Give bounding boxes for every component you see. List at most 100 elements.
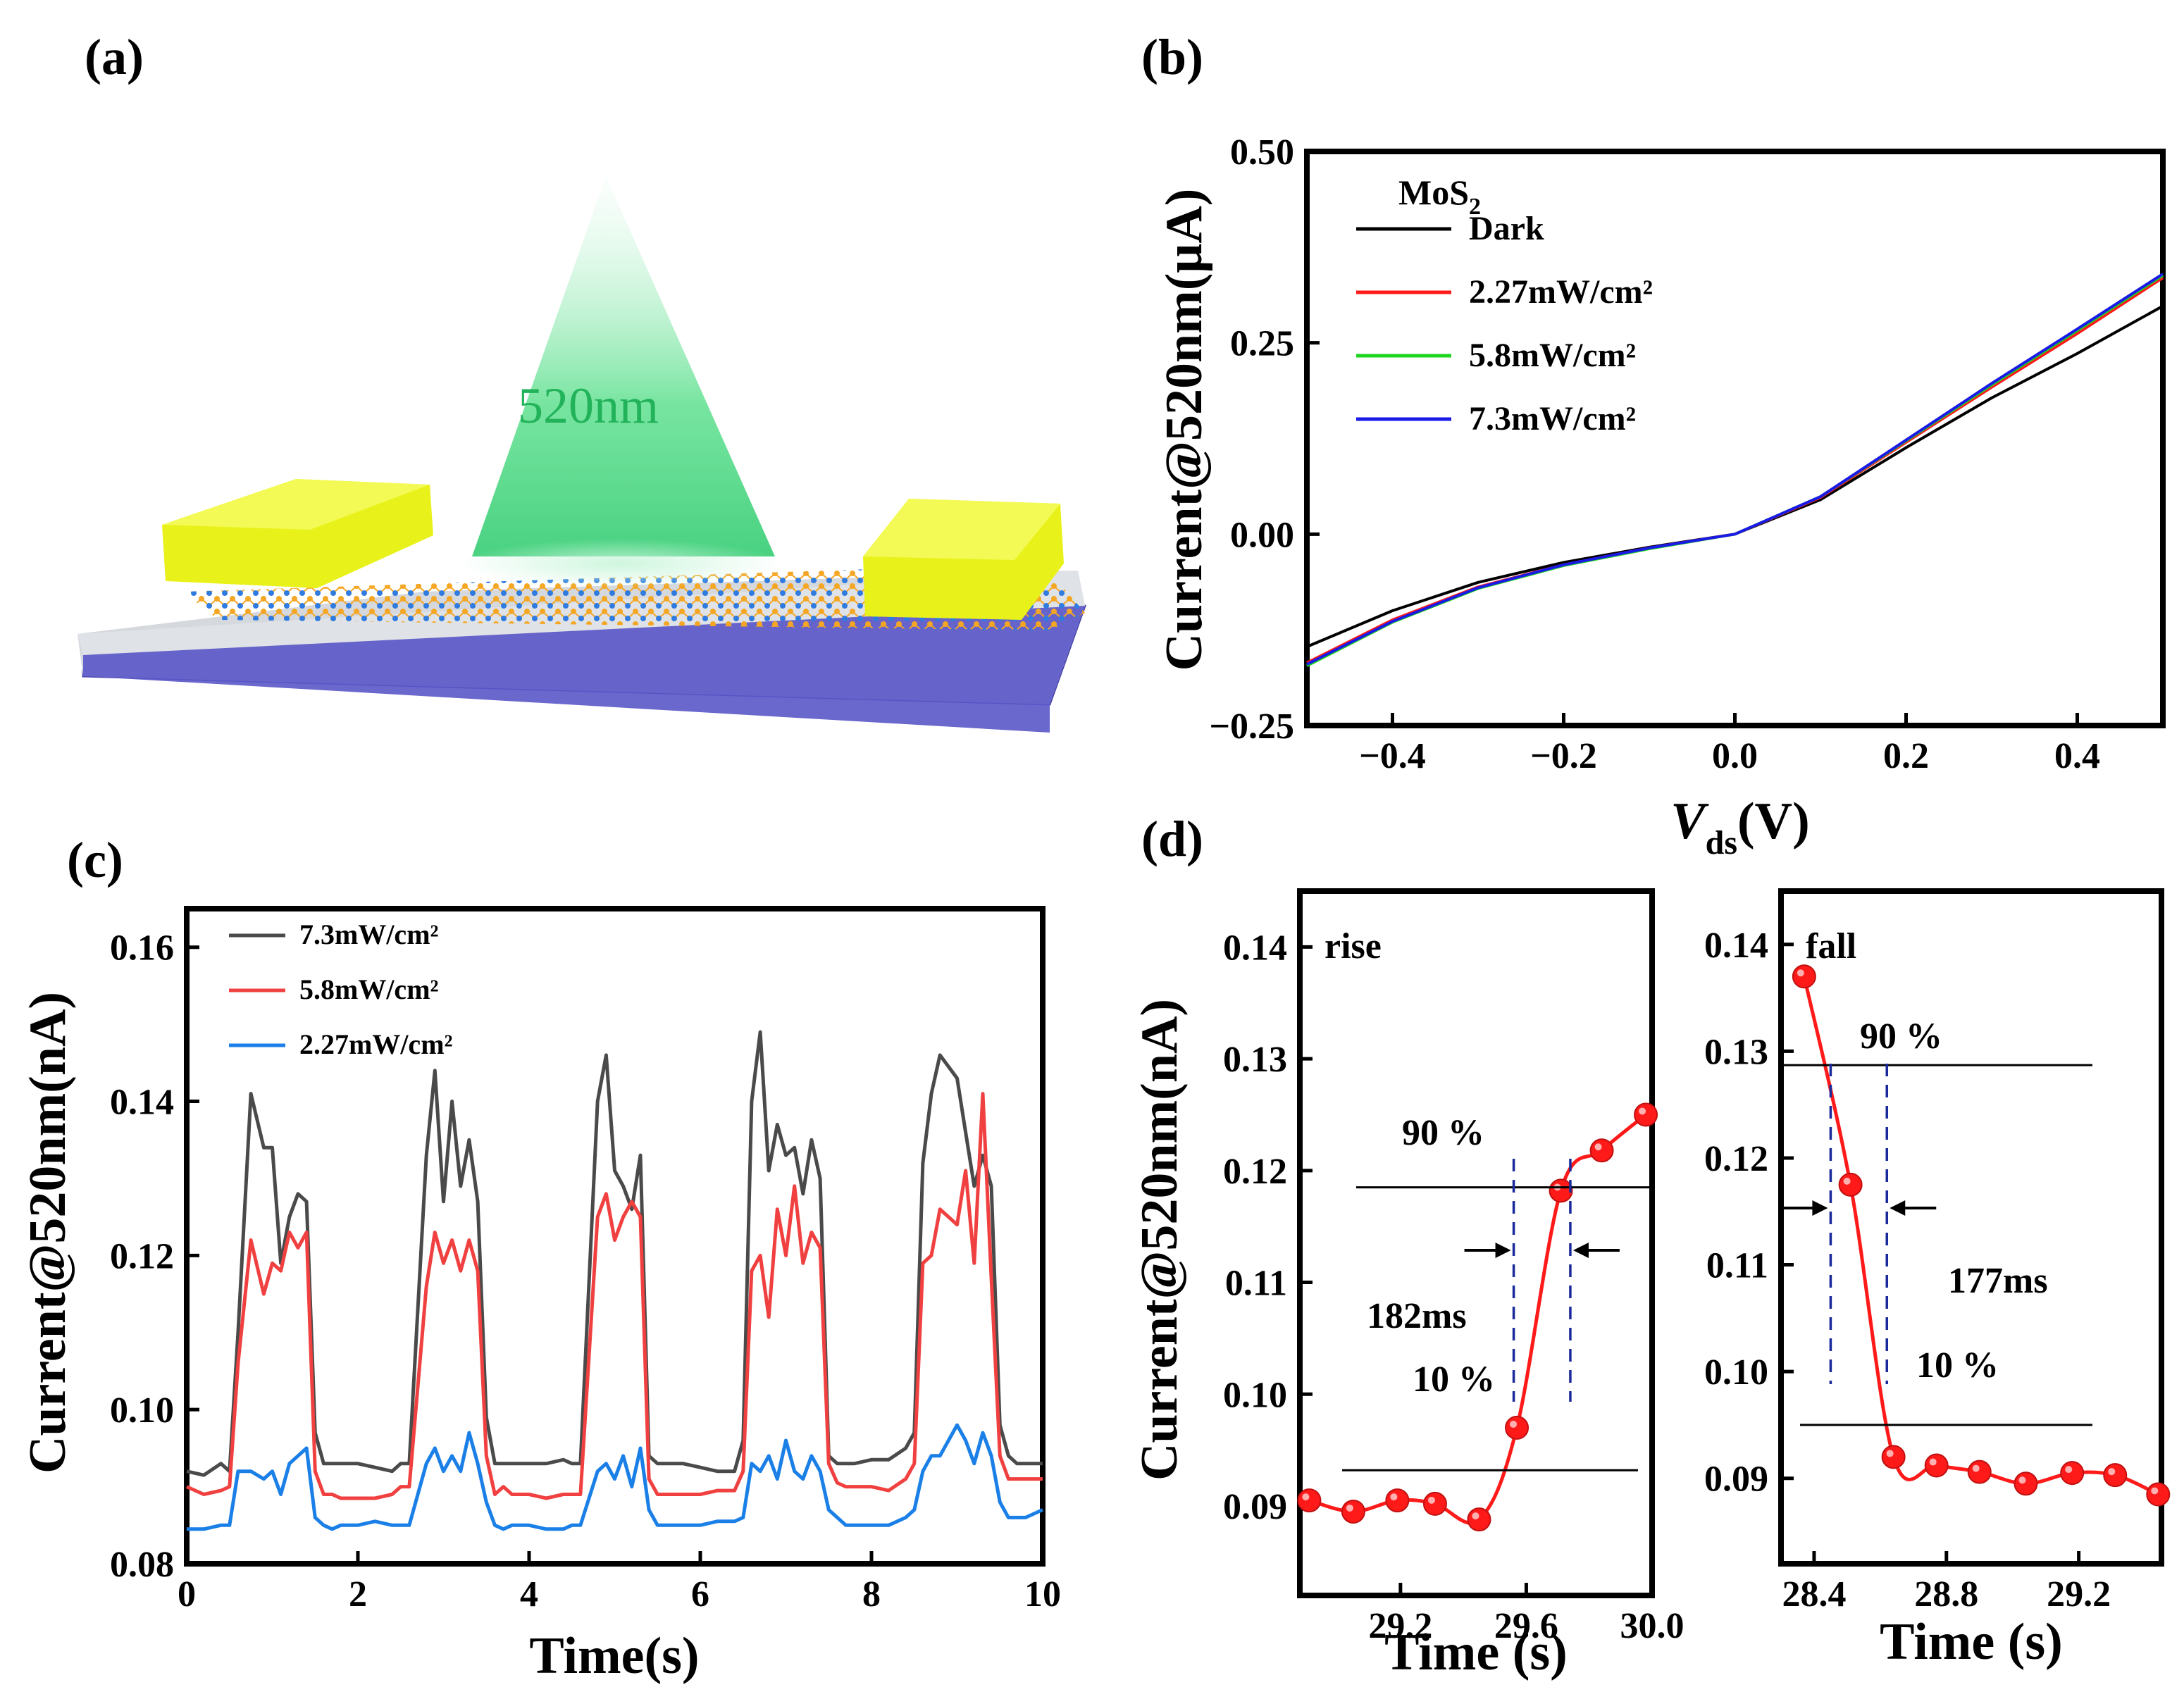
legend-entry: 2.27mW/cm² <box>299 1028 453 1060</box>
data-point <box>1297 1488 1322 1513</box>
data-point <box>1838 1172 1863 1197</box>
x-tick-label: 6 <box>691 1574 709 1614</box>
x-tick-label: 0.4 <box>2054 736 2100 776</box>
data-point-highlight <box>1929 1458 1937 1466</box>
x-tick-label: 0.2 <box>1883 736 1929 776</box>
data-point <box>2146 1482 2171 1507</box>
data-point <box>1881 1445 1906 1469</box>
arrow-right-head <box>1890 1200 1906 1216</box>
y-tick-label: 0.10 <box>1223 1375 1287 1415</box>
y-tick-label: 0.10 <box>110 1390 174 1431</box>
y-tick-label: 0.12 <box>1223 1152 1287 1192</box>
data-point-highlight <box>2151 1487 2159 1495</box>
label-90: 90 % <box>1860 1016 1942 1057</box>
x-tick-label: 4 <box>520 1574 538 1614</box>
y-tick-label: 0.10 <box>1704 1352 1768 1393</box>
data-point <box>1924 1453 1949 1478</box>
panel-b-iv-curve: (b) −0.4 −0.2 0.0 0.2 0.4 −0.25 0.00 0.25 0.50 M… <box>1141 29 2166 861</box>
y-tick-label: 0.11 <box>1225 1264 1287 1304</box>
x-tick-label: −0.4 <box>1359 736 1426 776</box>
data-point-highlight <box>1972 1464 1980 1472</box>
y-tick-label: 0.12 <box>1704 1139 1768 1179</box>
panel-c-xlabel: Time(s) <box>529 1627 699 1685</box>
label-10: 10 % <box>1413 1359 1495 1400</box>
panel-b-label: (b) <box>1141 29 1203 85</box>
legend-entry: 2.27mW/cm² <box>1469 273 1653 311</box>
data-point-highlight <box>1886 1450 1894 1457</box>
panel-b-ylabel: Current@520nm(μA) <box>1155 189 1213 671</box>
panel-c-ticks: 0 2 4 6 8 10 0.08 0.10 0.12 0.14 0.16 <box>110 928 1061 1614</box>
x-tick-label: 29.2 <box>2047 1574 2111 1614</box>
data-point <box>1385 1488 1410 1513</box>
x-tick-label: 28.4 <box>1782 1574 1846 1614</box>
response-curve <box>1308 1113 1647 1525</box>
panel-d-ylabel: Current@520nm(nA) <box>1131 999 1189 1481</box>
y-tick-label: 0.16 <box>110 928 174 969</box>
response-curve <box>1802 976 2159 1496</box>
data-point-highlight <box>1594 1143 1602 1151</box>
y-tick-label: 0.11 <box>1706 1246 1768 1286</box>
y-tick-label: 0.08 <box>110 1545 174 1585</box>
panel-b-ticks: −0.4 −0.2 0.0 0.2 0.4 −0.25 0.00 0.25 0.50 <box>1209 132 2100 776</box>
x-tick-label: 28.8 <box>1914 1574 1978 1614</box>
y-tick-label: 0.14 <box>1704 926 1768 966</box>
series-line-1 <box>185 1092 1043 1500</box>
panel-b-series <box>1306 273 2164 667</box>
panel-b-plot-area <box>1304 149 2166 728</box>
mos2-lattice <box>183 564 1085 630</box>
panel-d-fall-xlabel: Time (s) <box>1880 1613 2063 1671</box>
panel-d-rise-plot-area <box>1297 888 1655 1598</box>
data-point-highlight <box>2018 1476 2026 1484</box>
y-tick-label: 0.14 <box>1223 928 1287 968</box>
y-tick-label: 0.12 <box>110 1236 174 1276</box>
x-tick-label: 8 <box>862 1574 881 1614</box>
wavelength-label: 520nm <box>518 378 659 434</box>
legend-entry: 7.3mW/cm² <box>1469 400 1636 437</box>
legend-entry: 7.3mW/cm² <box>299 919 439 950</box>
x-tick-label: 0.0 <box>1712 736 1758 776</box>
response-time-label: 177ms <box>1948 1261 2048 1301</box>
data-point <box>1792 964 1816 989</box>
data-point-highlight <box>1472 1512 1479 1520</box>
panel-d-fall-plot-area <box>1778 888 2164 1567</box>
x-tick-label: 2 <box>349 1574 367 1614</box>
electrode-left <box>162 479 433 588</box>
data-point <box>2014 1471 2038 1496</box>
electrode-right <box>863 499 1064 620</box>
y-tick-label: 0.25 <box>1230 324 1294 364</box>
y-tick-label: 0.13 <box>1223 1040 1287 1080</box>
data-point-highlight <box>2108 1468 2116 1476</box>
arrow-right-head <box>1572 1243 1589 1258</box>
panel-b-xlabel: Vds(V) <box>1670 792 1809 861</box>
panel-a-label: (a) <box>85 29 144 85</box>
x-tick-label: 29.2 <box>1368 1606 1432 1646</box>
panel-d-response-time: (d) 29.2 29.6 30.0 0.09 0.10 0.11 0.12 0.13 0.14… <box>1131 811 2171 1681</box>
legend-title: MoS2 <box>1398 173 1481 220</box>
panel-c-ylabel: Current@520nm(nA) <box>19 992 77 1474</box>
data-point <box>2103 1463 2128 1488</box>
data-point-highlight <box>1843 1177 1851 1185</box>
panel-annotation: rise <box>1324 926 1382 966</box>
y-tick-label: 0.00 <box>1230 515 1294 555</box>
panel-annotation: fall <box>1806 926 1856 966</box>
label-10: 10 % <box>1916 1345 1999 1386</box>
y-tick-label: 0.13 <box>1704 1032 1768 1072</box>
x-tick-label: 29.6 <box>1494 1606 1558 1646</box>
y-tick-label: −0.25 <box>1209 707 1294 747</box>
x-tick-label: 10 <box>1024 1574 1061 1614</box>
x-tick-label: 30.0 <box>1620 1606 1684 1646</box>
data-point <box>1422 1491 1447 1516</box>
panel-d-fall: 28.4 28.8 29.2 0.09 0.10 0.11 0.12 0.13 0.14 90 %… <box>1704 926 2171 1614</box>
data-point <box>1467 1507 1491 1532</box>
data-point-highlight <box>1797 969 1804 977</box>
legend-entry: 5.8mW/cm² <box>299 973 439 1005</box>
arrow-left-head <box>1812 1200 1828 1216</box>
data-point-highlight <box>1510 1420 1518 1428</box>
series-line-0 <box>186 1030 1043 1477</box>
x-tick-label: 0 <box>178 1574 196 1614</box>
y-tick-label: 0.50 <box>1230 132 1294 173</box>
data-point-highlight <box>1346 1504 1353 1512</box>
data-point <box>2060 1461 2085 1486</box>
panel-b-legend: MoS2 Dark 2.27mW/cm² 5.8mW/cm² 7.3mW/cm² <box>1356 173 1653 437</box>
y-tick-label: 0.14 <box>110 1083 174 1123</box>
